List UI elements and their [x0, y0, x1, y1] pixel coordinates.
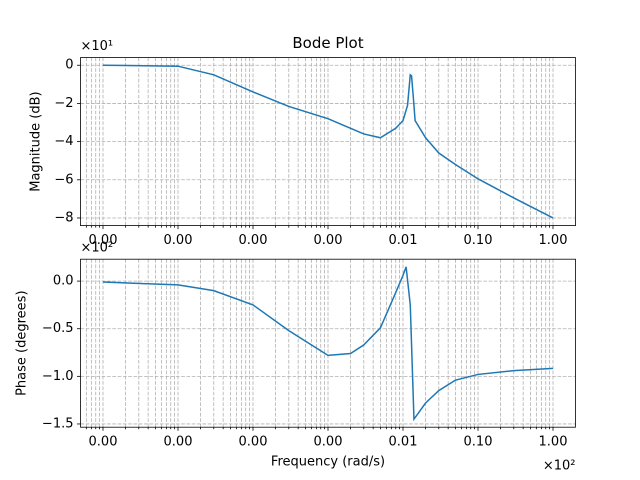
- x-tick-label: 0.10: [464, 435, 493, 450]
- y-tick-label: 0.0: [53, 274, 74, 289]
- y-tick-label: −4: [54, 134, 73, 149]
- axes-frame: [80, 258, 576, 428]
- x-tick-label: 0.00: [239, 435, 268, 450]
- x-tick-label: 0.00: [164, 233, 193, 248]
- axes-frame: [80, 57, 576, 226]
- y-offset-label: ×10²: [81, 241, 114, 256]
- x-tick-label: 0.10: [464, 233, 493, 248]
- data-line: [102, 266, 554, 422]
- y-tick-label: 0: [65, 58, 73, 73]
- x-tick-label: 0.00: [164, 435, 193, 450]
- data-line: [102, 64, 554, 219]
- x-tick-label: 1.00: [539, 233, 568, 248]
- y-offset-label: ×10¹: [81, 39, 114, 54]
- chart-title: Bode Plot: [292, 34, 363, 52]
- x-offset-label: ×10²: [543, 459, 576, 474]
- x-tick-label: 0.00: [314, 435, 343, 450]
- y-axis-label: Phase (degrees): [15, 290, 30, 395]
- y-axis-label: Magnitude (dB): [29, 91, 44, 191]
- x-tick-label: 0.00: [89, 233, 118, 248]
- x-tick-label: 0.00: [239, 233, 268, 248]
- y-tick-label: −0.5: [42, 321, 74, 336]
- x-tick-label: 0.01: [389, 233, 418, 248]
- y-tick-label: −1.0: [42, 369, 74, 384]
- x-tick-label: 0.00: [89, 435, 118, 450]
- y-tick-label: −6: [54, 172, 73, 187]
- x-tick-label: 1.00: [539, 435, 568, 450]
- x-axis-label: Frequency (rad/s): [271, 455, 385, 470]
- y-tick-label: −8: [54, 210, 73, 225]
- y-tick-label: −2: [54, 96, 73, 111]
- y-tick-label: −1.5: [42, 416, 74, 431]
- x-tick-label: 0.00: [314, 233, 343, 248]
- x-tick-label: 0.01: [389, 435, 418, 450]
